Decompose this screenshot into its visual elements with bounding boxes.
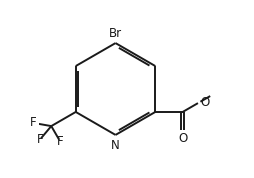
- Text: O: O: [178, 132, 187, 145]
- Text: F: F: [57, 135, 64, 148]
- Text: F: F: [36, 133, 43, 146]
- Text: Br: Br: [109, 27, 122, 40]
- Text: O: O: [200, 96, 209, 109]
- Text: F: F: [30, 116, 37, 129]
- Text: N: N: [111, 139, 120, 152]
